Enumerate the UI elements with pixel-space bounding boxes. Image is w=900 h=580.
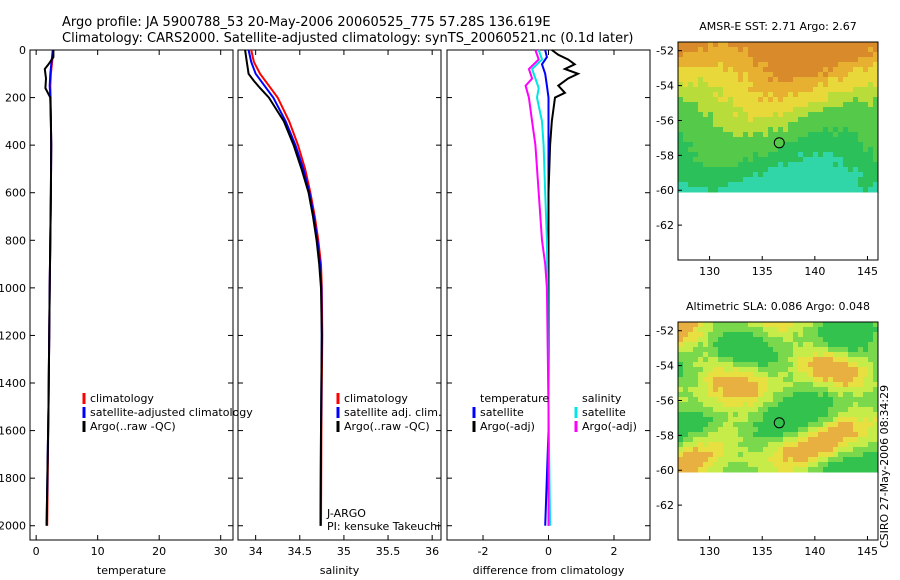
sst-map-ytick-label: -60 (656, 184, 674, 197)
salinity-xtick-label: 34 (249, 545, 263, 558)
title-line-1: Argo profile: JA 5900788_53 20-May-2006 … (62, 15, 551, 30)
difference-legend-heading: temperature (480, 392, 549, 405)
temperature-ytick-label: 400 (5, 139, 26, 152)
plot-area: 0 10 20 30020040060080010001200140016001800… (0, 20, 879, 577)
temperature-ytick-label: 1000 (0, 282, 26, 295)
temperature-ytick-label: 1800 (0, 472, 26, 485)
sst-map-ytick-label: -58 (656, 149, 674, 162)
temperature-legend-label: climatology (90, 392, 154, 405)
sla-map-xtick-label: 135 (752, 545, 773, 558)
temperature-series-argo-raw-qc- (43, 50, 55, 526)
float-program-label: J-ARGO (326, 507, 366, 520)
temperature-xtick-label: 0 (33, 545, 40, 558)
sla-map-ytick-label: -62 (656, 499, 674, 512)
title-line-2: Climatology: CARS2000. Satellite-adjuste… (62, 31, 634, 46)
salinity-xtick-label: 35 (337, 545, 351, 558)
salinity-xtick-label: 34.5 (288, 545, 313, 558)
temperature-legend-label: Argo(..raw -QC) (90, 420, 176, 433)
sla-map-xtick-label: 130 (699, 545, 720, 558)
sst-map-float-marker (773, 137, 785, 149)
sla-map-heatmap-cells (678, 322, 879, 473)
salinity-series-satellite-adj-clim- (247, 49, 323, 526)
salinity-series-argo-raw-qc- (244, 49, 323, 526)
sst-map-ytick-label: -54 (656, 80, 674, 93)
temperature-axes-frame (29, 49, 234, 541)
sla-map-ytick-label: -58 (656, 429, 674, 442)
temperature-ytick-label: 0 (19, 44, 26, 57)
sla-map-xtick-label: 140 (804, 545, 825, 558)
sst-map-xtick-label: 130 (699, 265, 720, 278)
sla-map-ytick-label: -54 (656, 360, 674, 373)
sst-map-ytick-label: -62 (656, 219, 674, 232)
temperature-ytick-label: 1400 (0, 377, 26, 390)
salinity-legend-label: climatology (344, 392, 408, 405)
temperature-xlabel: temperature (97, 564, 166, 577)
temperature-legend-label: satellite-adjusted climatology (90, 406, 253, 419)
sst-map-heatmap-cells (678, 42, 879, 193)
temperature-ytick-label: 200 (5, 92, 26, 105)
temperature-xtick-label: 30 (214, 545, 228, 558)
difference-xlabel: difference from climatology (473, 564, 625, 577)
difference-legend-heading: salinity (582, 392, 622, 405)
sla-map-ytick-label: -52 (656, 325, 674, 338)
difference-salinity-legend-label: satellite (582, 406, 626, 419)
sst-map-title: AMSR-E SST: 2.71 Argo: 2.67 (699, 20, 857, 33)
difference-salinity-legend-label: Argo(-adj) (582, 420, 637, 433)
sla-map-title: Altimetric SLA: 0.086 Argo: 0.048 (686, 300, 870, 313)
temperature-ytick-label: 1600 (0, 425, 26, 438)
temperature-xtick-label: 20 (152, 545, 166, 558)
salinity-xlabel: salinity (320, 564, 360, 577)
sst-map-ytick-label: -56 (656, 114, 674, 127)
sla-map-float-marker (773, 417, 785, 429)
difference-xtick-label: 0 (545, 545, 552, 558)
temperature-ytick-label: 800 (5, 234, 26, 247)
sla-map-axes-frame (677, 321, 879, 541)
sla-map-ytick-label: -56 (656, 394, 674, 407)
salinity-xtick-label: 36 (425, 545, 439, 558)
sla-map-xtick-label: 145 (857, 545, 878, 558)
difference-xtick-label: -2 (478, 545, 489, 558)
salinity-xtick-label: 35.5 (376, 545, 401, 558)
float-pi-label: PI: kensuke Takeuchi (327, 520, 440, 533)
sst-map-xtick-label: 140 (804, 265, 825, 278)
difference-series-salinity-argo-adj- (524, 49, 550, 526)
sst-map-ytick-label: -52 (656, 45, 674, 58)
sst-map-xtick-label: 135 (752, 265, 773, 278)
difference-series-temperature-argo-adj- (547, 49, 581, 526)
temperature-ytick-label: 600 (5, 187, 26, 200)
sst-map-xtick-label: 145 (857, 265, 878, 278)
salinity-legend-label: satellite adj. clim. (344, 406, 441, 419)
sst-map-axes-frame (677, 41, 879, 261)
footer-stamp: CSIRO 27-May-2006 08:34:29 (878, 385, 891, 548)
difference-temperature-legend-label: satellite (480, 406, 524, 419)
temperature-xtick-label: 10 (91, 545, 105, 558)
temperature-ytick-label: 1200 (0, 329, 26, 342)
difference-xtick-label: 2 (610, 545, 617, 558)
temperature-ytick-label: 2000 (0, 520, 26, 533)
sla-map-ytick-label: -60 (656, 464, 674, 477)
salinity-legend-label: Argo(..raw -QC) (344, 420, 430, 433)
difference-temperature-legend-label: Argo(-adj) (480, 420, 535, 433)
salinity-axes-frame (237, 49, 442, 541)
